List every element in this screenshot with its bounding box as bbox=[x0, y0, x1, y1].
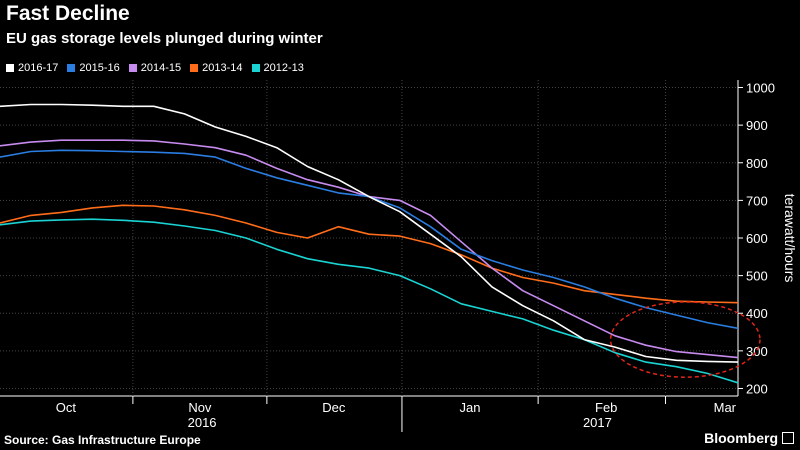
y-tick-label: 400 bbox=[746, 306, 768, 321]
chart-title: Fast Decline bbox=[6, 2, 130, 25]
legend-item: 2013-14 bbox=[190, 60, 243, 76]
bloomberg-terminal-icon bbox=[782, 432, 794, 444]
chart-subtitle: EU gas storage levels plunged during win… bbox=[6, 30, 323, 47]
series-line-2014-15 bbox=[0, 139, 739, 359]
x-tick-label: Oct bbox=[56, 400, 77, 415]
x-tick-label: Mar bbox=[714, 400, 737, 415]
highlight-circle bbox=[609, 301, 761, 378]
brand-name: Bloomberg bbox=[704, 430, 778, 446]
legend-item: 2016-17 bbox=[6, 60, 58, 76]
y-tick-label: 700 bbox=[746, 193, 768, 208]
legend-swatch bbox=[251, 64, 260, 72]
source-note: Source: Gas Infrastructure Europe bbox=[4, 433, 201, 447]
legend-swatch bbox=[190, 64, 199, 72]
y-tick-label: 500 bbox=[746, 269, 768, 284]
legend-label: 2012-13 bbox=[263, 62, 304, 74]
y-tick-label: 200 bbox=[746, 381, 768, 396]
x-tick-label: Feb bbox=[595, 400, 617, 415]
series-line-2013-14 bbox=[0, 204, 739, 304]
series-line-2012-13 bbox=[0, 218, 739, 384]
year-label: 2016 bbox=[188, 415, 217, 430]
legend-item: 2014-15 bbox=[128, 60, 182, 76]
series-line-2016-17 bbox=[0, 103, 739, 363]
legend: 2016-17 2015-16 2014-15 2013-14 2012-13 bbox=[6, 60, 304, 76]
legend-label: 2016-17 bbox=[18, 62, 59, 74]
legend-label: 2015-16 bbox=[79, 62, 120, 74]
y-tick-label: 1000 bbox=[746, 81, 775, 96]
year-label: 2017 bbox=[583, 415, 612, 430]
x-tick-label: Dec bbox=[322, 400, 346, 415]
legend-label: 2013-14 bbox=[202, 62, 243, 74]
bloomberg-logo: Bloomberg bbox=[704, 430, 794, 446]
legend-swatch bbox=[6, 64, 14, 72]
legend-swatch bbox=[67, 64, 76, 72]
y-axis-label: terawatt/hours bbox=[782, 194, 798, 283]
x-tick-label: Nov bbox=[188, 400, 212, 415]
y-tick-label: 900 bbox=[746, 118, 768, 133]
legend-item: 2012-13 bbox=[251, 60, 304, 76]
y-tick-label: 300 bbox=[746, 344, 768, 359]
y-tick-label: 600 bbox=[746, 231, 768, 246]
legend-item: 2015-16 bbox=[67, 60, 120, 76]
x-tick-label: Jan bbox=[460, 400, 481, 415]
legend-swatch bbox=[128, 64, 137, 72]
legend-label: 2014-15 bbox=[140, 62, 182, 74]
y-tick-label: 800 bbox=[746, 156, 768, 171]
series-line-2015-16 bbox=[0, 149, 739, 330]
